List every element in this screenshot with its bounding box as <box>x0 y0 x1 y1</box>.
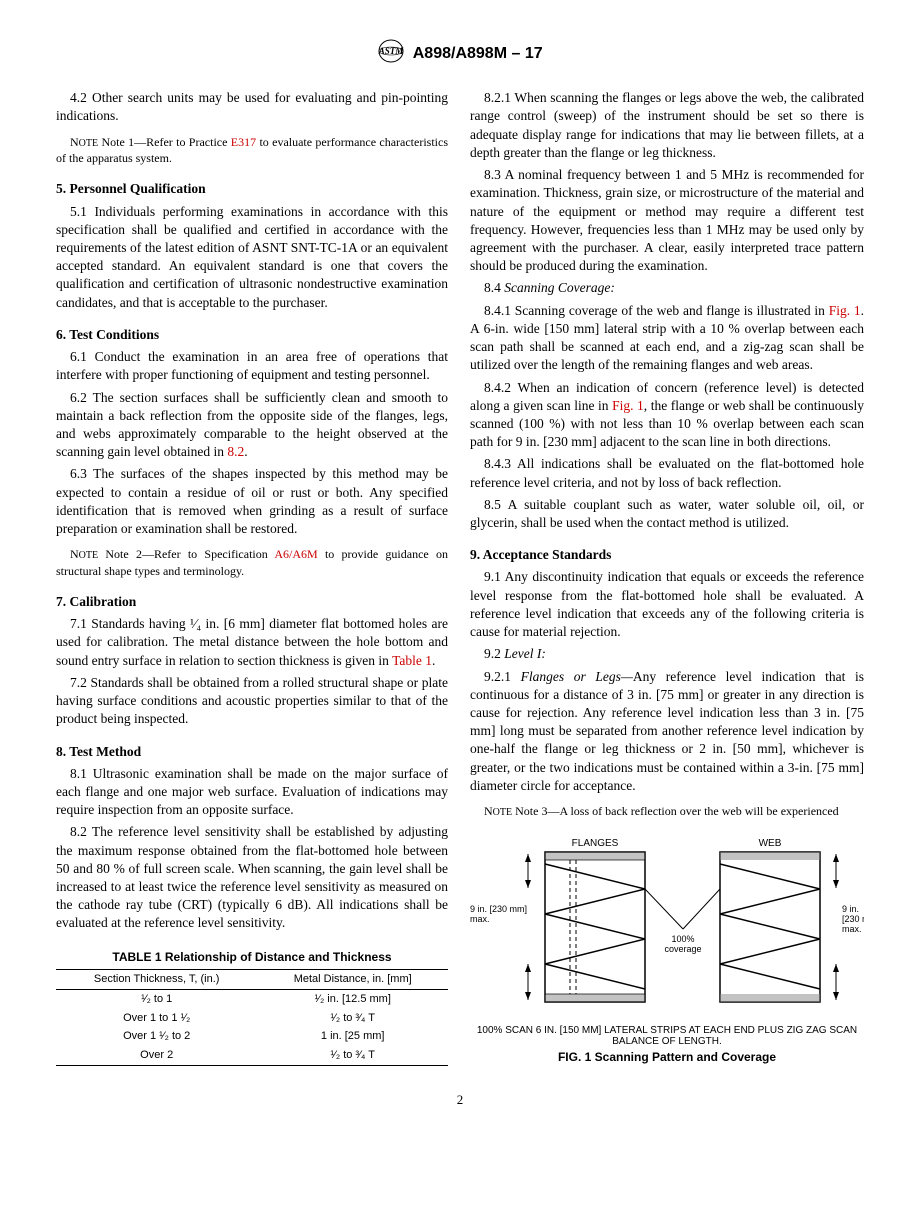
para-6-3: 6.3 The surfaces of the shapes inspected… <box>56 465 448 538</box>
column-container: 4.2 Other search units may be used for e… <box>56 89 864 1067</box>
table-row: Over 1 to 1 ¹⁄₂¹⁄₂ to ³⁄₄ T <box>56 1009 448 1028</box>
note-label: NOTE <box>70 135 98 149</box>
section-5-title: 5. Personnel Qualification <box>56 180 448 198</box>
astm-logo-icon: ASTM <box>377 38 405 69</box>
page-header: ASTM A898/A898M – 17 <box>56 38 864 69</box>
note-3-text: Note 3—A loss of back reflection over th… <box>515 804 839 818</box>
para-8-4: 8.4 Scanning Coverage: <box>470 279 864 297</box>
para-9-1: 9.1 Any discontinuity indication that eq… <box>470 568 864 641</box>
figure-1-caption: FIG. 1 Scanning Pattern and Coverage <box>470 1049 864 1065</box>
para-9-2-1: 9.2.1 Flanges or Legs—Any reference leve… <box>470 668 864 796</box>
section-9-title: 9. Acceptance Standards <box>470 546 864 564</box>
fig-flanges-label: FLANGES <box>572 838 619 849</box>
para-8-2: 8.2 The reference level sensitivity shal… <box>56 823 448 932</box>
standard-designation: A898/A898M – 17 <box>413 43 543 65</box>
para-8-4-title: Scanning Coverage: <box>504 280 615 295</box>
para-8-5: 8.5 A suitable couplant such as water, w… <box>470 496 864 532</box>
para-9-2: 9.2 Level I: <box>470 645 864 663</box>
para-6-1: 6.1 Conduct the examination in an area f… <box>56 348 448 384</box>
fig-web-label: WEB <box>759 838 782 849</box>
para-6-2: 6.2 The section surfaces shall be suffic… <box>56 389 448 462</box>
table-row: Over 1 ¹⁄₂ to 21 in. [25 mm] <box>56 1027 448 1046</box>
para-8-3: 8.3 A nominal frequency between 1 and 5 … <box>470 166 864 275</box>
table-header-col1: Section Thickness, T, (in.) <box>56 969 257 989</box>
note-label: NOTE <box>484 804 512 818</box>
para-7-1-pre: 7.1 Standards having ¹⁄₄ in. [6 mm] diam… <box>56 616 448 667</box>
para-4-2: 4.2 Other search units may be used for e… <box>56 89 448 125</box>
note-1-pre: Note 1—Refer to Practice <box>101 135 230 149</box>
table-1: Section Thickness, T, (in.) Metal Distan… <box>56 969 448 1066</box>
section-8-title: 8. Test Method <box>56 743 448 761</box>
para-9-2-title: Level I: <box>504 646 546 661</box>
para-9-2-1-pre: 9.2.1 <box>484 669 521 684</box>
table-cell: ¹⁄₂ to ³⁄₄ T <box>257 1009 448 1028</box>
note-label: NOTE <box>70 547 98 561</box>
right-column: 8.2.1 When scanning the flanges or legs … <box>470 89 864 1067</box>
table-row: ¹⁄₂ to 1¹⁄₂ in. [12.5 mm] <box>56 989 448 1008</box>
link-8-2[interactable]: 8.2 <box>227 444 244 459</box>
para-5-1: 5.1 Individuals performing examinations … <box>56 203 448 312</box>
para-8-4-2: 8.4.2 When an indication of concern (ref… <box>470 379 864 452</box>
fig-coverage-2: coverage <box>664 944 701 954</box>
table-header-col2: Metal Distance, in. [mm] <box>257 969 448 989</box>
section-7-title: 7. Calibration <box>56 593 448 611</box>
section-6-title: 6. Test Conditions <box>56 326 448 344</box>
link-e317[interactable]: E317 <box>231 135 256 149</box>
figure-1-svg: FLANGES <box>470 834 864 1014</box>
para-8-2-1: 8.2.1 When scanning the flanges or legs … <box>470 89 864 162</box>
note-2: NOTE Note 2—Refer to Specification A6/A6… <box>56 546 448 579</box>
page: ASTM A898/A898M – 17 4.2 Other search un… <box>0 0 920 1232</box>
note-1: NOTE Note 1—Refer to Practice E317 to ev… <box>56 134 448 167</box>
table-row: Section Thickness, T, (in.) Metal Distan… <box>56 969 448 989</box>
fig-coverage-1: 100% <box>671 934 694 944</box>
table-cell: Over 2 <box>56 1046 257 1065</box>
page-number: 2 <box>56 1091 864 1109</box>
fig-dim-right-2: [230 mm] <box>842 914 864 924</box>
para-7-1-post: . <box>432 653 435 668</box>
para-8-4-1: 8.4.1 Scanning coverage of the web and f… <box>470 302 864 375</box>
figure-1: FLANGES <box>470 834 864 1065</box>
table-cell: ¹⁄₂ in. [12.5 mm] <box>257 989 448 1008</box>
para-8-1: 8.1 Ultrasonic examination shall be made… <box>56 765 448 820</box>
table-cell: Over 1 ¹⁄₂ to 2 <box>56 1027 257 1046</box>
fig-dim-right-3: max. <box>842 924 862 934</box>
fig-dim-right-1: 9 in. <box>842 904 859 914</box>
table-cell: Over 1 to 1 ¹⁄₂ <box>56 1009 257 1028</box>
note-2-pre: Note 2—Refer to Specification <box>105 547 274 561</box>
para-6-2-post: . <box>244 444 247 459</box>
para-8-4-1-pre: 8.4.1 Scanning coverage of the web and f… <box>484 303 829 318</box>
para-6-2-pre: 6.2 The section surfaces shall be suffic… <box>56 390 448 460</box>
para-9-2-1-italic: Flanges or Legs— <box>521 669 633 684</box>
table-row: Over 2¹⁄₂ to ³⁄₄ T <box>56 1046 448 1065</box>
para-9-2-1-post: Any reference level indication that is c… <box>470 669 864 793</box>
fig-dim-left-2: max. <box>470 914 490 924</box>
table-cell: ¹⁄₂ to 1 <box>56 989 257 1008</box>
table-cell: ¹⁄₂ to ³⁄₄ T <box>257 1046 448 1065</box>
link-a6a6m[interactable]: A6/A6M <box>274 547 317 561</box>
table-cell: 1 in. [25 mm] <box>257 1027 448 1046</box>
para-7-2: 7.2 Standards shall be obtained from a r… <box>56 674 448 729</box>
link-fig-1[interactable]: Fig. 1 <box>829 303 861 318</box>
para-8-4-3: 8.4.3 All indications shall be evaluated… <box>470 455 864 491</box>
link-fig-1-b[interactable]: Fig. 1 <box>612 398 644 413</box>
note-3: NOTE Note 3—A loss of back reflection ov… <box>470 803 864 820</box>
para-7-1: 7.1 Standards having ¹⁄₄ in. [6 mm] diam… <box>56 615 448 670</box>
table-1-title: TABLE 1 Relationship of Distance and Thi… <box>56 949 448 965</box>
svg-text:ASTM: ASTM <box>378 46 405 56</box>
left-column: 4.2 Other search units may be used for e… <box>56 89 448 1067</box>
link-table-1[interactable]: Table 1 <box>392 653 432 668</box>
figure-1-note: 100% SCAN 6 IN. [150 MM] LATERAL STRIPS … <box>470 1025 864 1047</box>
fig-dim-left-1: 9 in. [230 mm] <box>470 904 527 914</box>
